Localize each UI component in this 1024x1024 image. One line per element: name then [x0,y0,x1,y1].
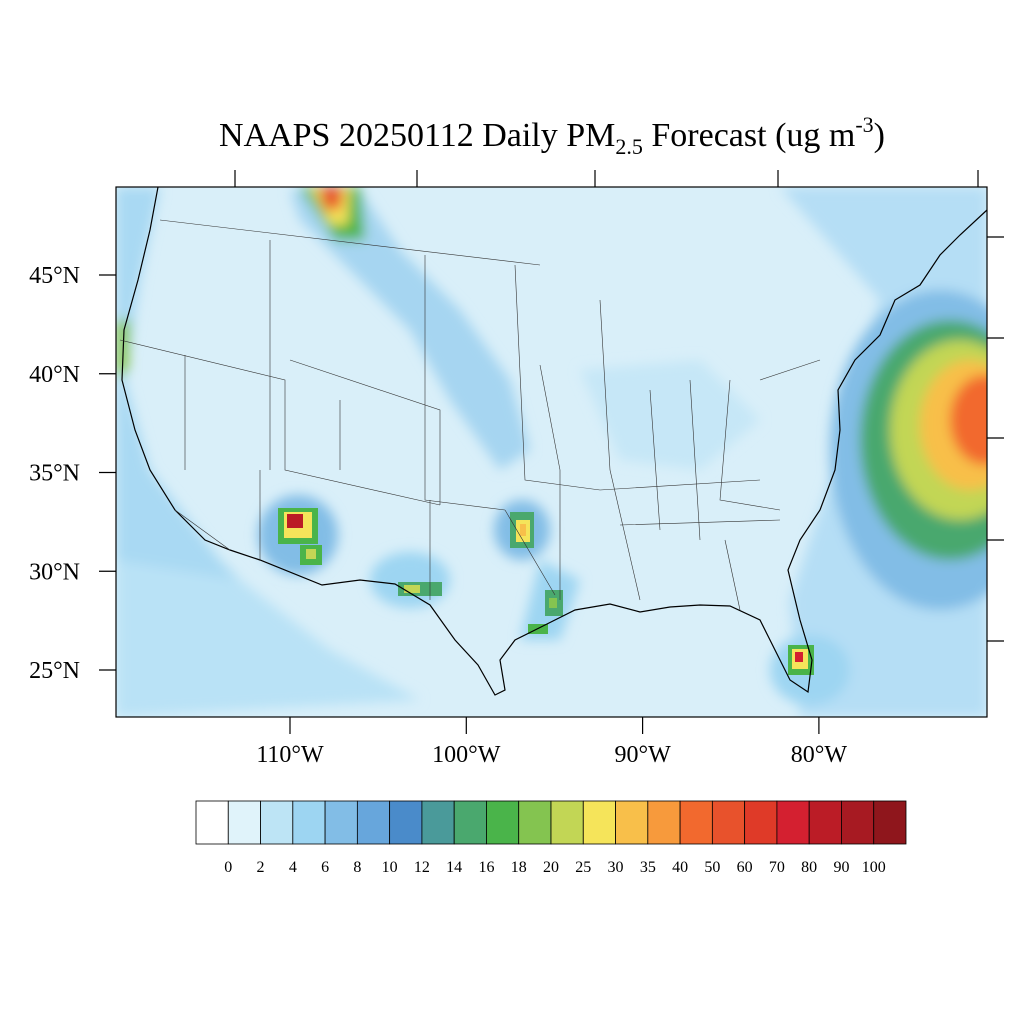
colorbar-label: 70 [769,859,785,876]
lat-label: 40°N [29,362,80,388]
colorbar-swatch [195,800,229,845]
lon-label: 100°W [432,742,501,768]
colorbar-label: 12 [414,859,430,876]
colorbar-swatch [421,800,455,845]
colorbar-label: 16 [478,859,494,876]
colorbar-label: 10 [382,859,398,876]
lon-label: 110°W [256,742,324,768]
map-field [116,187,987,717]
title-superscript: -3 [855,112,873,137]
colorbar-swatch [518,800,552,845]
colorbar-label: 20 [543,859,559,876]
colorbar-label: 18 [511,859,527,876]
lat-label: 30°N [29,559,80,585]
colorbar-swatch [615,800,649,845]
map-frame [115,186,988,718]
colorbar-swatch [647,800,681,845]
colorbar-label: 100 [862,859,886,876]
colorbar-swatch [292,800,326,845]
colorbar-swatch [744,800,778,845]
colorbar-label: 25 [575,859,591,876]
lat-label: 35°N [29,461,80,487]
frame-ticks [234,170,1004,642]
colorbar-swatch [486,800,520,845]
colorbar-label: 60 [737,859,753,876]
colorbar-label: 14 [446,859,462,876]
colorbar-swatch [389,800,423,845]
colorbar-swatch [324,800,358,845]
colorbar-swatch [260,800,294,845]
lat-label: 45°N [29,263,80,289]
lat-label: 25°N [29,658,80,684]
colorbar-label: 40 [672,859,688,876]
title-subscript: 2.5 [615,134,643,159]
colorbar-label: 4 [289,859,297,876]
colorbar-swatch [550,800,584,845]
colorbar-label: 8 [353,859,361,876]
map-title: NAAPS 20250112 Daily PM2.5 Forecast (ug … [219,112,885,159]
colorbar-swatch [841,800,875,845]
lon-label: 90°W [614,742,671,768]
colorbar-swatch [776,800,810,845]
colorbar-label: 90 [833,859,849,876]
colorbar-label: 30 [608,859,624,876]
colorbar-label: 50 [704,859,720,876]
colorbar-swatch [453,800,487,845]
colorbar-swatch [711,800,746,845]
title-main: NAAPS 20250112 Daily PM [219,117,615,154]
colorbar-label: 2 [257,859,265,876]
lon-label: 80°W [791,742,848,768]
colorbar-label: 80 [801,859,817,876]
colorbar-swatch [227,800,261,845]
colorbar-label: 35 [640,859,656,876]
colorbar-swatch [582,800,616,845]
colorbar-swatch [679,800,713,845]
colorbar-swatch [808,800,842,845]
colorbar-swatch [873,800,907,845]
title-middle: Forecast (ug m [643,117,855,154]
title-end: ) [874,117,885,154]
colorbar-label: 6 [321,859,329,876]
colorbar-swatch [356,800,391,845]
colorbar-label: 0 [224,859,232,876]
